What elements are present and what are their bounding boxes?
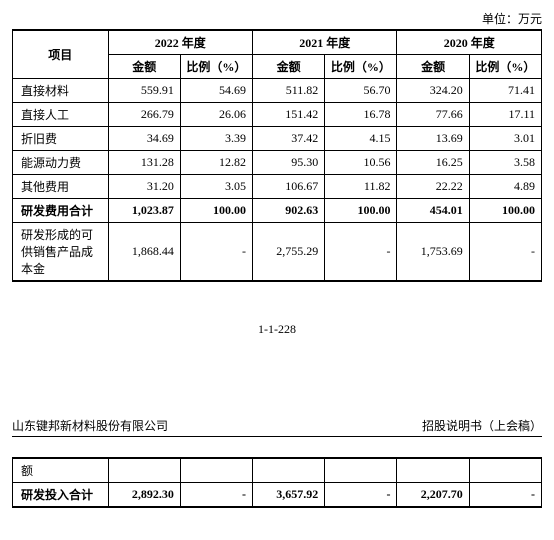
cell: 324.20 <box>397 79 469 103</box>
cell: 1,753.69 <box>397 223 469 282</box>
cell: 16.25 <box>397 151 469 175</box>
cell: 26.06 <box>180 103 252 127</box>
cell: 16.78 <box>325 103 397 127</box>
col-2022: 2022 年度 <box>108 30 252 55</box>
cell: 1,023.87 <box>108 199 180 223</box>
cell: 3,657.92 <box>253 483 325 508</box>
cell <box>469 458 541 483</box>
cell: 1,868.44 <box>108 223 180 282</box>
cell: 511.82 <box>253 79 325 103</box>
cell: 11.82 <box>325 175 397 199</box>
unit-label: 单位：万元 <box>12 10 542 27</box>
cell: 454.01 <box>397 199 469 223</box>
cell: - <box>325 483 397 508</box>
col-ratio: 比例（%） <box>469 55 541 79</box>
formed-row: 研发形成的可供销售产品成本金 1,868.44 - 2,755.29 - 1,7… <box>13 223 542 282</box>
cell <box>108 458 180 483</box>
row-label: 研发投入合计 <box>13 483 109 508</box>
col-amount: 金额 <box>253 55 325 79</box>
company-name: 山东键邦新材料股份有限公司 <box>12 417 168 434</box>
cell: 4.15 <box>325 127 397 151</box>
cell <box>180 458 252 483</box>
cell: 3.05 <box>180 175 252 199</box>
cell: 12.82 <box>180 151 252 175</box>
cell: 2,755.29 <box>253 223 325 282</box>
cell: 131.28 <box>108 151 180 175</box>
row-label: 能源动力费 <box>13 151 109 175</box>
row-label: 折旧费 <box>13 127 109 151</box>
cell: 2,207.70 <box>397 483 469 508</box>
row-label: 额 <box>13 458 109 483</box>
table-row: 其他费用 31.20 3.05 106.67 11.82 22.22 4.89 <box>13 175 542 199</box>
page-2-header: 山东键邦新材料股份有限公司 招股说明书（上会稿） <box>12 417 542 437</box>
cell: 71.41 <box>469 79 541 103</box>
table-row: 直接材料 559.91 54.69 511.82 56.70 324.20 71… <box>13 79 542 103</box>
total-invest-row: 研发投入合计 2,892.30 - 3,657.92 - 2,207.70 - <box>13 483 542 508</box>
row-label: 直接人工 <box>13 103 109 127</box>
cell <box>397 458 469 483</box>
cell: 17.11 <box>469 103 541 127</box>
fragment-row: 额 <box>13 458 542 483</box>
cell: 95.30 <box>253 151 325 175</box>
cell: 100.00 <box>180 199 252 223</box>
page-number: 1-1-228 <box>12 322 542 337</box>
row-label: 直接材料 <box>13 79 109 103</box>
cell <box>253 458 325 483</box>
col-amount: 金额 <box>397 55 469 79</box>
rd-expense-table: 项目 2022 年度 2021 年度 2020 年度 金额 比例（%） 金额 比… <box>12 29 542 282</box>
cell: 31.20 <box>108 175 180 199</box>
cell: - <box>325 223 397 282</box>
cell: 151.42 <box>253 103 325 127</box>
cell: 3.39 <box>180 127 252 151</box>
cell: - <box>180 223 252 282</box>
cell: 3.58 <box>469 151 541 175</box>
cell <box>325 458 397 483</box>
cell: 37.42 <box>253 127 325 151</box>
cell: - <box>469 223 541 282</box>
table-row: 能源动力费 131.28 12.82 95.30 10.56 16.25 3.5… <box>13 151 542 175</box>
row-label: 研发形成的可供销售产品成本金 <box>13 223 109 282</box>
cell: 3.01 <box>469 127 541 151</box>
table-row: 折旧费 34.69 3.39 37.42 4.15 13.69 3.01 <box>13 127 542 151</box>
table-row: 直接人工 266.79 26.06 151.42 16.78 77.66 17.… <box>13 103 542 127</box>
col-ratio: 比例（%） <box>325 55 397 79</box>
cell: 100.00 <box>325 199 397 223</box>
cell: 559.91 <box>108 79 180 103</box>
col-amount: 金额 <box>108 55 180 79</box>
cell: - <box>180 483 252 508</box>
cell: 2,892.30 <box>108 483 180 508</box>
row-label: 其他费用 <box>13 175 109 199</box>
cell: 4.89 <box>469 175 541 199</box>
cell: 22.22 <box>397 175 469 199</box>
cell: 106.67 <box>253 175 325 199</box>
col-item: 项目 <box>13 30 109 79</box>
row-label: 研发费用合计 <box>13 199 109 223</box>
col-2021: 2021 年度 <box>253 30 397 55</box>
cell: 34.69 <box>108 127 180 151</box>
rd-invest-table: 额 研发投入合计 2,892.30 - 3,657.92 - 2,207.70 … <box>12 457 542 508</box>
col-2020: 2020 年度 <box>397 30 542 55</box>
cell: 13.69 <box>397 127 469 151</box>
cell: 10.56 <box>325 151 397 175</box>
cell: 266.79 <box>108 103 180 127</box>
col-ratio: 比例（%） <box>180 55 252 79</box>
cell: - <box>469 483 541 508</box>
cell: 100.00 <box>469 199 541 223</box>
total-row: 研发费用合计 1,023.87 100.00 902.63 100.00 454… <box>13 199 542 223</box>
cell: 56.70 <box>325 79 397 103</box>
doc-title: 招股说明书（上会稿） <box>422 417 542 434</box>
cell: 902.63 <box>253 199 325 223</box>
cell: 54.69 <box>180 79 252 103</box>
cell: 77.66 <box>397 103 469 127</box>
